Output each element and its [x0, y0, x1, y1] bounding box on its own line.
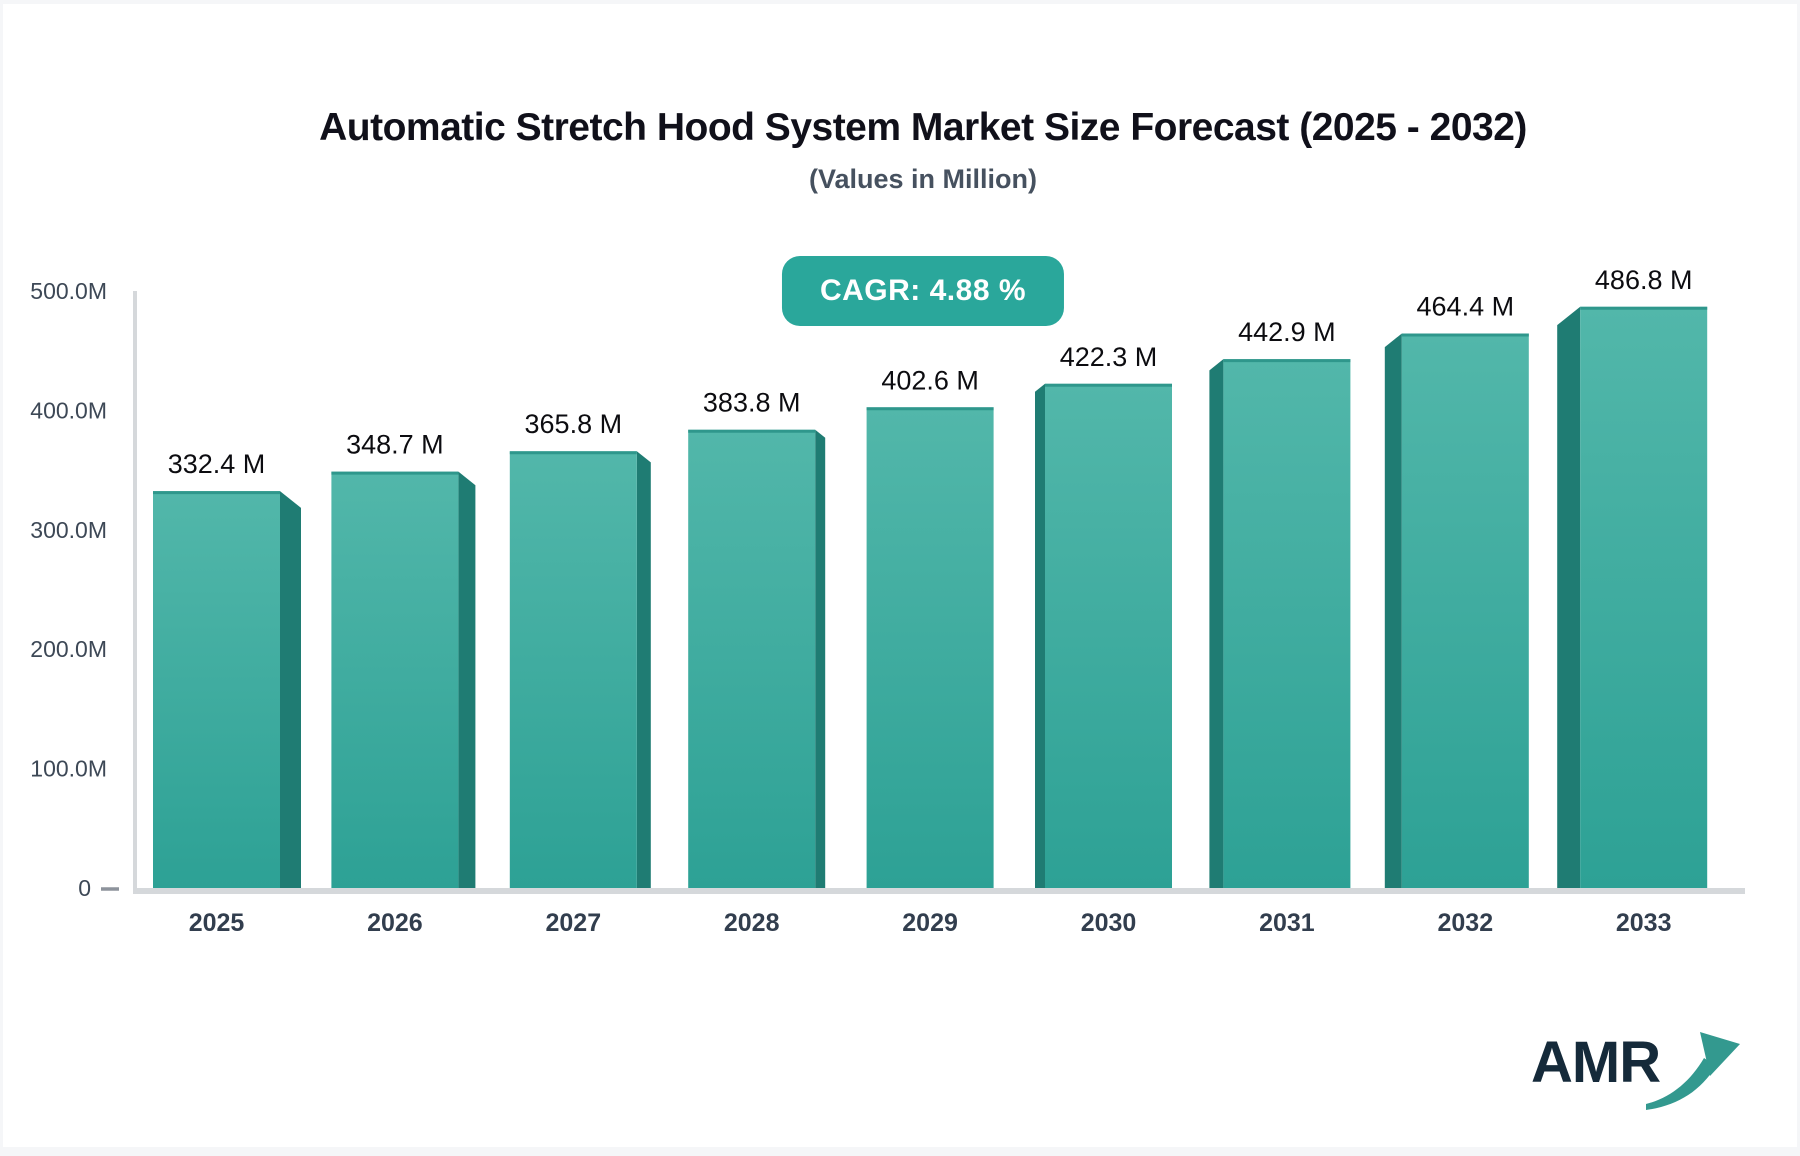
bar-side-face: [458, 471, 476, 888]
bar: [1401, 333, 1529, 888]
bar-side-face: [1209, 359, 1224, 889]
amr-logo-text: AMR: [1531, 1030, 1661, 1095]
x-axis-label: 2028: [724, 909, 780, 937]
y-axis-label: 100.0M: [30, 756, 107, 782]
bar: [509, 451, 637, 888]
bar-value-label: 442.9 M: [1238, 317, 1336, 347]
bar-side-face: [1035, 383, 1045, 888]
growth-arrow-icon: [1646, 1032, 1741, 1110]
y-axis-label: 300.0M: [30, 517, 107, 543]
x-axis-label: 2030: [1081, 909, 1137, 937]
bar: [1580, 306, 1708, 888]
bar-chart: 0 100.0M 200.0M 300.0M 400.0M 500.0M 332.4 M 20…: [30, 265, 1745, 937]
x-axis-label: 2025: [189, 909, 245, 937]
bar-side-face: [636, 451, 651, 888]
bar: [153, 491, 280, 888]
cagr-badge: CAGR: 4.88 %: [781, 256, 1065, 326]
page-title: Automatic Stretch Hood System Market Siz…: [319, 106, 1527, 149]
bar-value-label: 464.4 M: [1417, 292, 1515, 322]
bar-value-label: 422.3 M: [1060, 342, 1158, 372]
x-axis-label: 2032: [1437, 909, 1493, 937]
y-axis-line: [133, 291, 137, 894]
x-axis-label: 2031: [1259, 909, 1315, 937]
bar-value-label: 332.4 M: [168, 449, 266, 479]
amr-logo: AMR: [1531, 1030, 1744, 1114]
bar: [1045, 383, 1172, 888]
x-axis-label: 2026: [367, 909, 423, 937]
bar: [688, 429, 816, 888]
bar-value-label: 365.8 M: [525, 409, 623, 439]
x-axis-line: [133, 888, 1745, 894]
page-subtitle: (Values in Million): [808, 164, 1038, 194]
bar: [331, 471, 459, 888]
y-axis-label: 400.0M: [30, 397, 107, 423]
x-axis-label: 2029: [902, 909, 958, 937]
bar-side-face: [1384, 333, 1402, 888]
bar-value-label: 402.6 M: [881, 365, 979, 395]
bar-side-face: [815, 429, 826, 888]
bar-value-label: 486.8 M: [1595, 265, 1693, 295]
bar-value-label: 383.8 M: [703, 388, 801, 418]
bar-value-label: 348.7 M: [346, 430, 444, 460]
bar: [866, 407, 994, 888]
bar-side-face: [1557, 306, 1581, 888]
y-axis-label: 200.0M: [30, 636, 107, 662]
y-axis-label: 0: [78, 875, 91, 901]
x-axis-label: 2027: [545, 909, 601, 937]
bar-side-face: [280, 491, 301, 888]
bar: [1223, 359, 1351, 889]
y-axis-label: 500.0M: [30, 278, 107, 304]
x-axis-label: 2033: [1616, 909, 1672, 937]
